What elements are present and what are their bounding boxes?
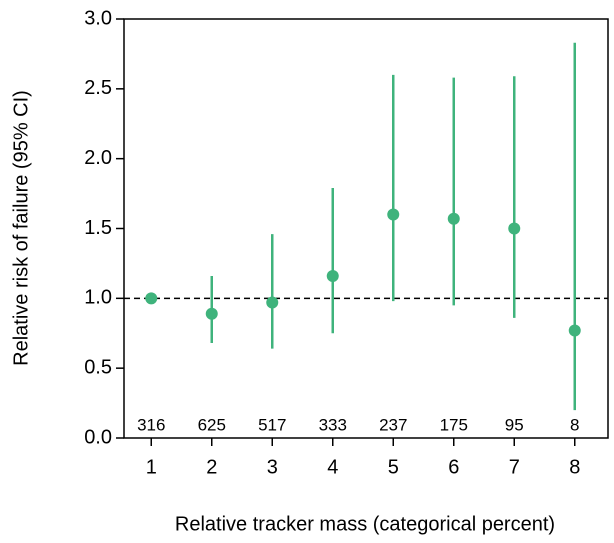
x-axis-title: Relative tracker mass (categorical perce…: [175, 513, 555, 535]
point: [508, 222, 521, 235]
point: [266, 296, 279, 309]
y-tick-label: 2.5: [84, 77, 112, 99]
point: [326, 269, 339, 282]
x-tick-label: 1: [146, 456, 157, 478]
y-tick-label: 0.5: [84, 356, 112, 378]
count-label: 625: [198, 415, 226, 434]
y-tick-label: 2.0: [84, 147, 112, 169]
y-tick-label: 0.0: [84, 426, 112, 448]
count-label: 175: [440, 415, 468, 434]
point: [145, 292, 158, 305]
x-tick-label: 4: [327, 456, 338, 478]
y-tick-label: 3.0: [84, 7, 112, 29]
y-tick-label: 1.5: [84, 217, 112, 239]
plot-frame: [123, 18, 609, 439]
x-tick-label: 7: [509, 456, 520, 478]
point: [205, 307, 218, 320]
x-tick-label: 8: [569, 456, 580, 478]
point: [568, 324, 581, 337]
point: [447, 212, 460, 225]
count-label: 316: [137, 415, 165, 434]
count-label: 333: [319, 415, 347, 434]
count-label: 517: [258, 415, 286, 434]
x-tick-label: 6: [448, 456, 459, 478]
x-tick-label: 2: [206, 456, 217, 478]
y-tick-label: 1.0: [84, 287, 112, 309]
count-label: 237: [379, 415, 407, 434]
x-tick-label: 5: [388, 456, 399, 478]
count-label: 8: [570, 415, 579, 434]
x-tick-label: 3: [267, 456, 278, 478]
point: [387, 208, 400, 221]
count-label: 95: [505, 415, 524, 434]
y-axis-title: Relative risk of failure (95% CI): [10, 90, 32, 366]
